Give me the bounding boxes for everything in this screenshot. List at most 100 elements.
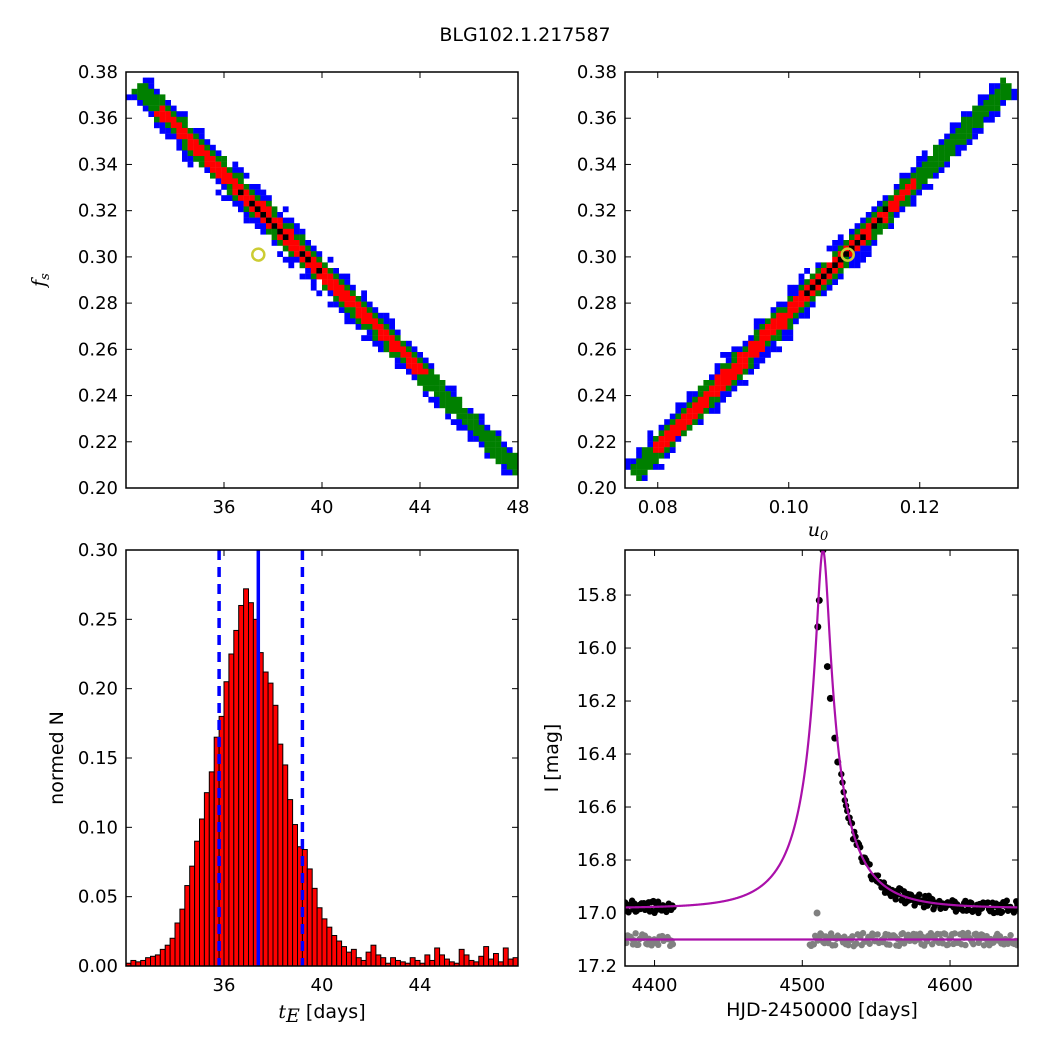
heatmap-cell: [664, 452, 670, 459]
heatmap-cell: [653, 447, 659, 453]
heatmap-cell: [675, 408, 682, 414]
heatmap-cell: [877, 212, 883, 218]
heatmap-cell: [428, 363, 435, 369]
heatmap-cell: [725, 357, 732, 364]
heatmap-cell: [372, 335, 379, 341]
heatmap-cell: [709, 385, 715, 392]
heatmap-cell: [692, 402, 698, 409]
heatmap-cell: [142, 94, 149, 101]
heatmap-cell: [154, 100, 160, 106]
y-tick-label: 16.4: [577, 744, 617, 765]
heatmap-cell: [484, 447, 491, 453]
heatmap-cell: [854, 251, 861, 257]
histogram-bar: [321, 918, 328, 967]
heatmap-cell: [770, 346, 777, 353]
heatmap-cell: [921, 156, 928, 162]
heatmap-cell: [187, 144, 194, 151]
heatmap-cell: [182, 144, 188, 151]
heatmap-cell: [641, 475, 648, 481]
heatmap-cell: [658, 452, 665, 459]
heatmap-cell: [681, 430, 687, 437]
heatmap-cell: [753, 363, 760, 369]
heatmap-cell: [686, 424, 693, 431]
heatmap-cell: [860, 240, 866, 246]
heatmap-cell: [221, 167, 227, 173]
heatmap-cell: [389, 335, 395, 341]
heatmap-cell: [989, 100, 995, 106]
axes-frame: [624, 71, 1019, 489]
heatmap-cell: [282, 228, 289, 235]
y-tick-label: 16.2: [577, 691, 617, 712]
heatmap-cell: [966, 139, 973, 145]
heatmap-cell: [821, 262, 827, 269]
histogram-bar: [336, 940, 343, 967]
heatmap-cell: [989, 94, 995, 101]
heatmap-cell: [204, 144, 211, 151]
heatmap-cell: [478, 413, 485, 420]
heatmap-cell: [653, 464, 659, 470]
heatmap-cell: [938, 144, 945, 151]
heatmap-cell: [271, 217, 278, 224]
heatmap-cell: [154, 111, 160, 117]
heatmap-cell: [759, 357, 766, 364]
heatmap-cell: [748, 340, 754, 347]
heatmap-cell: [815, 268, 822, 274]
heatmap-cell: [350, 301, 356, 308]
heatmap-cell: [765, 329, 771, 336]
heatmap-cell: [282, 234, 289, 241]
heatmap-cell: [787, 329, 794, 336]
heatmap-cell: [714, 374, 721, 381]
heatmap-cell: [944, 161, 950, 168]
heatmap-cell: [905, 184, 911, 190]
heatmap-cell: [361, 296, 367, 302]
heatmap-cell: [501, 464, 507, 470]
heatmap-cell: [182, 133, 188, 140]
heatmap-cell: [647, 452, 654, 459]
heatmap-cell: [148, 94, 155, 101]
heatmap-cell: [798, 273, 805, 280]
heatmap-cell: [709, 402, 715, 409]
heatmap-cell: [232, 200, 239, 207]
y-axis-label: normed N: [46, 711, 68, 805]
histogram-bar: [478, 955, 485, 967]
heatmap-cell: [725, 352, 732, 358]
heatmap-cell: [994, 83, 1001, 89]
heatmap-cell: [484, 452, 491, 459]
heatmap-cell: [692, 419, 698, 425]
x-tick-label: 48: [507, 497, 530, 518]
heatmap-cell: [260, 200, 267, 207]
heatmap-cell: [938, 150, 945, 157]
heatmap-cell: [933, 156, 939, 162]
heatmap-cell: [843, 262, 850, 269]
heatmap-cell: [305, 245, 311, 252]
heatmap-cell: [378, 335, 384, 341]
heatmap-cell: [406, 352, 412, 358]
y-tick-label: 0.05: [78, 887, 118, 908]
heatmap-cell: [137, 100, 143, 106]
heatmap-cell: [210, 167, 216, 173]
heatmap-cell: [787, 290, 794, 297]
heatmap-cell: [299, 234, 306, 241]
heatmap-cell: [770, 340, 777, 347]
heatmap-cell: [641, 447, 648, 453]
heatmap-cell: [288, 240, 295, 246]
heatmap-cell: [478, 419, 485, 425]
heatmap-cell: [647, 430, 654, 437]
heatmap-cell: [266, 195, 272, 201]
heatmap-cell: [198, 139, 205, 145]
heatmap-cell: [288, 234, 295, 241]
heatmap-cell: [961, 128, 967, 134]
heatmap-cell: [731, 346, 738, 353]
heatmap-cell: [327, 256, 334, 263]
heatmap-cell: [170, 122, 177, 129]
heatmap-cell: [725, 368, 732, 375]
heatmap-cell: [254, 223, 261, 229]
heatmap-cell: [921, 172, 928, 179]
heatmap-cell: [781, 301, 788, 308]
heatmap-cell: [737, 380, 743, 386]
residual-point: [859, 929, 867, 937]
heatmap-cell: [310, 262, 317, 269]
heatmap-cell: [271, 212, 278, 218]
heatmap-cell: [989, 83, 995, 89]
residual-point: [874, 931, 881, 938]
